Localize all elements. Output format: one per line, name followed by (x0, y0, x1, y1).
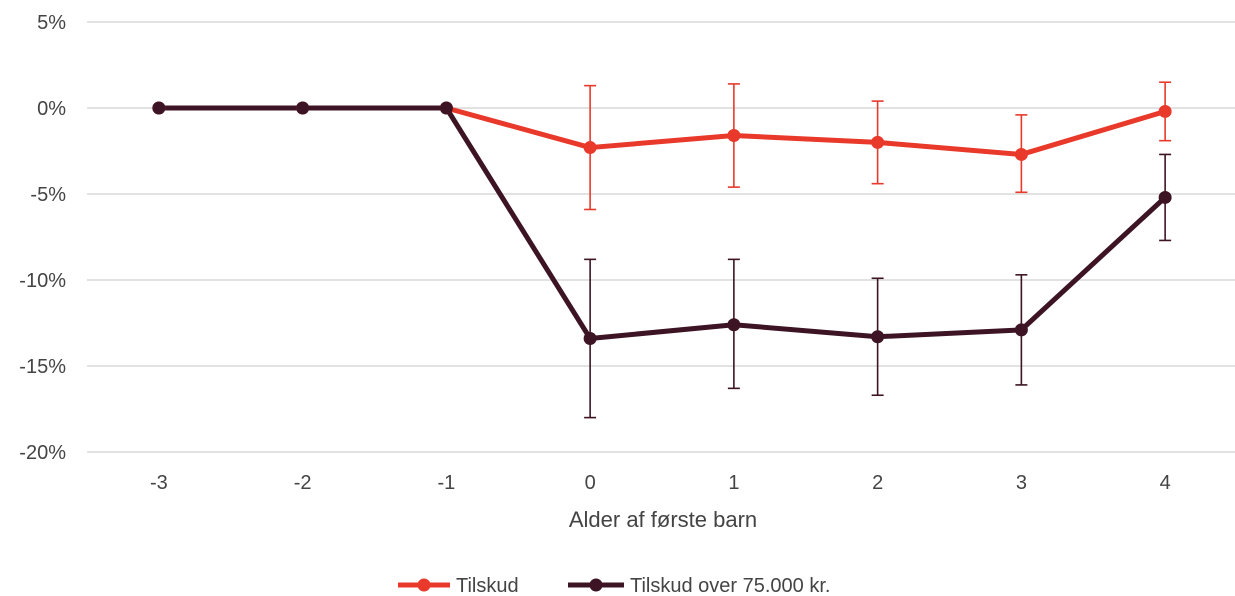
x-axis-title: Alder af første barn (569, 507, 757, 532)
data-point (727, 318, 741, 332)
data-point (1158, 104, 1172, 118)
error-bars (584, 81, 1172, 419)
data-point (727, 129, 741, 143)
data-point (1158, 190, 1172, 204)
legend-label: Tilskud over 75.000 kr. (630, 575, 830, 596)
data-point (583, 141, 597, 155)
y-tick-label: -20% (19, 442, 66, 464)
x-tick-label: 1 (728, 472, 739, 494)
legend-label: Tilskud (456, 575, 519, 596)
data-point (1014, 147, 1028, 161)
x-tick-label: 3 (1016, 472, 1027, 494)
legend-marker (589, 578, 603, 592)
series-lines (158, 105, 1167, 341)
y-tick-label: 0% (37, 98, 66, 120)
y-tick-label: -5% (30, 184, 66, 206)
x-tick-label: 2 (872, 472, 883, 494)
data-point (439, 101, 453, 115)
x-tick-label: -3 (150, 472, 168, 494)
data-point (1014, 323, 1028, 337)
x-axis-tick-labels: -3 -2 -1 0 1 2 3 4 (150, 472, 1171, 494)
legend: Tilskud Tilskud over 75.000 kr. (398, 575, 830, 596)
series-line (158, 105, 1166, 157)
y-axis-tick-labels: 5% 0% -5% -10% -15% -20% (19, 12, 66, 464)
data-point (871, 135, 885, 149)
x-tick-label: -2 (294, 472, 312, 494)
y-tick-label: -15% (19, 356, 66, 378)
series-line (158, 105, 1167, 341)
data-point (583, 331, 597, 345)
data-point (871, 330, 885, 344)
y-tick-label: -10% (19, 270, 66, 292)
x-tick-label: -1 (437, 472, 455, 494)
x-tick-label: 0 (585, 472, 596, 494)
y-tick-label: 5% (37, 12, 66, 34)
data-point (296, 101, 310, 115)
gridlines (87, 21, 1235, 453)
x-tick-label: 4 (1160, 472, 1171, 494)
data-point (152, 101, 166, 115)
data-points (152, 101, 1172, 345)
legend-marker (417, 578, 431, 592)
